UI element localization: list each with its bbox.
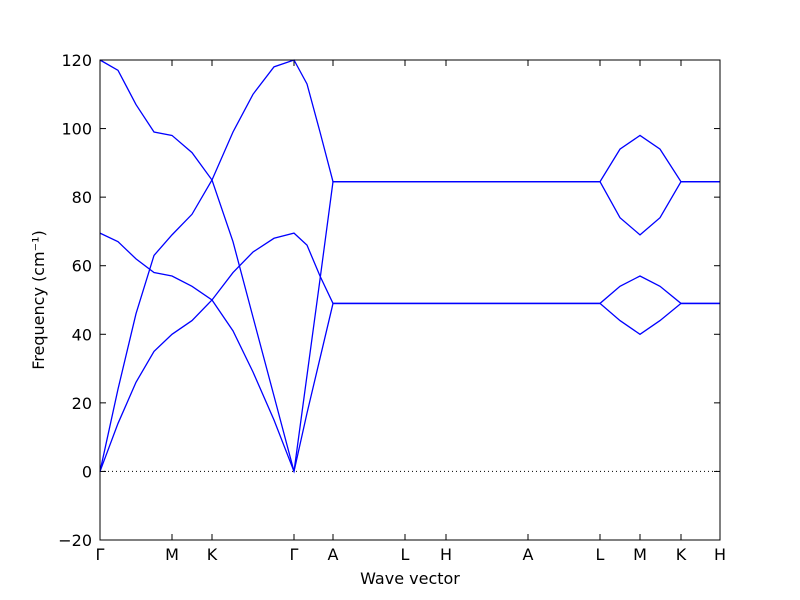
x-tick-label: K [676,545,687,564]
band-line [99,232,720,474]
x-tick-label: L [401,545,410,564]
y-tick-label: 80 [72,188,92,207]
y-axis-label: Frequency (cm⁻¹) [29,230,48,369]
x-tick-label: M [165,545,179,564]
x-tick-label: Γ [290,545,299,564]
y-tick-label: 0 [82,462,92,481]
x-tick-label: H [714,545,726,564]
y-tick-label: 60 [72,257,92,276]
y-tick-label: 100 [61,120,92,139]
x-tick-label: A [523,545,534,564]
y-tick-label: 20 [72,394,92,413]
band-line [99,59,720,472]
y-tick-label: 120 [61,51,92,70]
x-tick-label: H [440,545,452,564]
x-tick-label: Γ [96,545,105,564]
y-tick-label: −20 [58,531,92,550]
x-tick-label: A [328,545,339,564]
plot-frame [99,59,721,541]
x-tick-label: L [596,545,605,564]
y-tick-label: 40 [72,325,92,344]
x-tick-label: K [207,545,218,564]
band-line [99,232,720,472]
x-axis-label: Wave vector [360,569,460,588]
band-line [99,59,720,472]
x-tick-label: M [633,545,647,564]
